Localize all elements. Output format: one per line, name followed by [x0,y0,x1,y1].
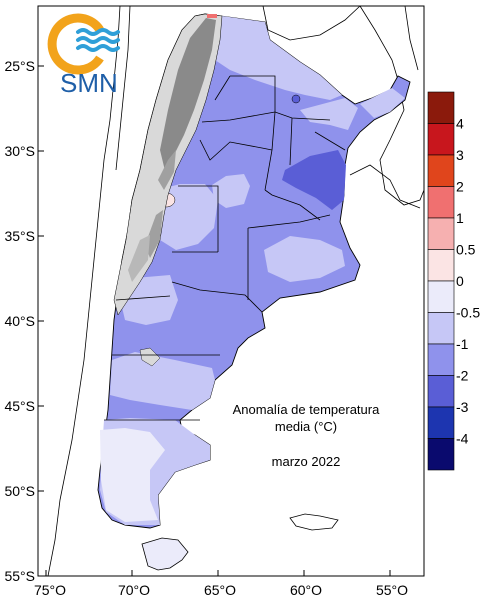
andes-topography [113,13,223,367]
colorbar-label: 3 [456,147,464,163]
neighbor-borders [47,5,425,577]
malvinas-islands [289,513,339,531]
colorbar-swatch [427,123,455,156]
colorbar-swatch [427,217,455,250]
y-tick-45s: 45°S [4,398,35,414]
y-tick-30s: 30°S [4,143,35,159]
colorbar-label: 4 [456,116,464,132]
colorbar-label: -0.5 [456,305,480,321]
x-tick-60o: 60°O [290,582,322,598]
smn-logo: SMN [47,13,120,98]
anomaly-zones [100,14,405,525]
colorbar-swatch [427,375,455,408]
x-tick-65o: 65°O [204,582,236,598]
colorbar-label: -1 [456,336,469,352]
annotation-units: media (°C) [275,419,337,434]
colorbar-swatch [427,343,455,376]
colorbar-label: 0.5 [456,242,476,258]
axis-ticks [38,65,391,577]
colorbar-label: -4 [456,431,469,447]
tierra-del-fuego [141,537,189,571]
logo-text: SMN [60,68,118,98]
y-tick-25s: 25°S [4,58,35,74]
colorbar-swatch [427,438,455,471]
colorbar-label: 2 [456,179,464,195]
colorbar-swatch [427,312,455,345]
colorbar-swatch [427,280,455,313]
colorbar-swatch [427,91,455,124]
colorbar-swatch [427,406,455,439]
x-tick-75o: 75°O [34,582,66,598]
x-tick-70o: 70°O [118,582,150,598]
colorbar: 4 3 2 1 0.5 0 -0.5 -1 -2 -3 -4 [427,91,480,471]
colorbar-label: 0 [456,273,464,289]
y-tick-35s: 35°S [4,228,35,244]
logo-waves-icon [76,28,120,52]
colorbar-label: -2 [456,368,469,384]
colorbar-label: 1 [456,210,464,226]
province-borders [104,75,346,421]
annotation-title: Anomalía de temperatura [233,402,380,417]
y-tick-55s: 55°S [4,568,35,584]
colorbar-label: -3 [456,399,469,415]
x-tick-55o: 55°O [376,582,408,598]
logo-sun-icon [47,13,104,75]
colorbar-swatch [427,249,455,282]
colorbar-swatch [427,154,455,187]
colorbar-swatch [427,186,455,219]
annotation-date: marzo 2022 [272,454,341,469]
y-tick-40s: 40°S [4,313,35,329]
y-tick-50s: 50°S [4,483,35,499]
